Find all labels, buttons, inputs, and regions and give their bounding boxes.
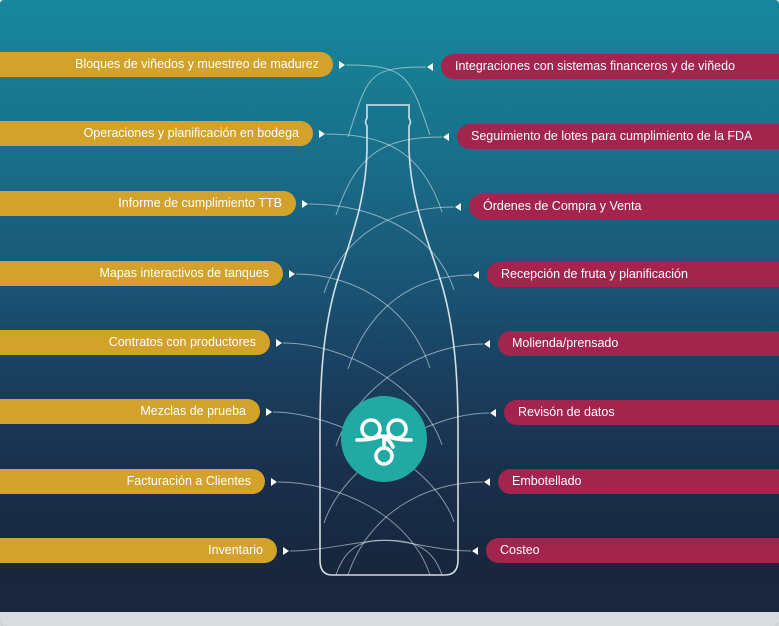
connector-right-7 bbox=[335, 539, 472, 576]
left-item-3: Mapas interactivos de tanques bbox=[0, 261, 283, 286]
triangle-left-icon bbox=[472, 547, 478, 555]
right-item-3: Recepción de fruta y planificación bbox=[487, 262, 779, 287]
connector-right-2 bbox=[323, 206, 455, 294]
triangle-right-icon bbox=[271, 478, 277, 486]
bottle-outline bbox=[319, 104, 459, 576]
triangle-right-icon bbox=[302, 200, 308, 208]
left-item-2: Informe de cumplimiento TTB bbox=[0, 191, 296, 216]
triangle-left-icon bbox=[484, 478, 490, 486]
triangle-right-icon bbox=[276, 339, 282, 347]
right-item-4: Molienda/prensado bbox=[498, 331, 779, 356]
triangle-left-icon bbox=[427, 63, 433, 71]
right-item-6: Embotellado bbox=[498, 469, 779, 494]
right-item-2: Órdenes de Compra y Venta bbox=[469, 194, 779, 219]
connector-left-0 bbox=[345, 64, 431, 136]
left-item-1: Operaciones y planificación en bodega bbox=[0, 121, 313, 146]
left-item-4: Contratos con productores bbox=[0, 330, 270, 355]
left-item-5: Mezclas de prueba bbox=[0, 399, 260, 424]
connector-right-3 bbox=[347, 274, 473, 370]
left-item-6: Facturación a Clientes bbox=[0, 469, 265, 494]
triangle-right-icon bbox=[266, 408, 272, 416]
left-item-7: Inventario bbox=[0, 538, 277, 563]
triangle-left-icon bbox=[443, 133, 449, 141]
triangle-left-icon bbox=[490, 409, 496, 417]
connector-left-6 bbox=[277, 481, 431, 576]
right-item-7: Costeo bbox=[486, 538, 779, 563]
triangle-right-icon bbox=[289, 270, 295, 278]
triangle-left-icon bbox=[455, 203, 461, 211]
connector-right-6 bbox=[347, 481, 484, 576]
triangle-right-icon bbox=[319, 130, 325, 138]
triangle-right-icon bbox=[339, 61, 345, 69]
connector-left-1 bbox=[325, 133, 443, 213]
connector-right-0 bbox=[347, 66, 427, 138]
connector-right-1 bbox=[335, 136, 443, 216]
triangle-left-icon bbox=[484, 340, 490, 348]
connector-left-2 bbox=[308, 203, 455, 291]
winery-logo-icon bbox=[341, 396, 427, 482]
triangle-left-icon bbox=[473, 271, 479, 279]
connector-left-3 bbox=[295, 273, 431, 369]
left-item-0: Bloques de viñedos y muestreo de madurez bbox=[0, 52, 333, 77]
right-item-1: Seguimiento de lotes para cumplimiento d… bbox=[457, 124, 779, 149]
connector-left-7 bbox=[289, 539, 443, 576]
connector-left-4 bbox=[282, 342, 443, 446]
right-item-5: Revisón de datos bbox=[504, 400, 779, 425]
right-item-0: Integraciones con sistemas financeros y … bbox=[441, 54, 779, 79]
triangle-right-icon bbox=[283, 547, 289, 555]
